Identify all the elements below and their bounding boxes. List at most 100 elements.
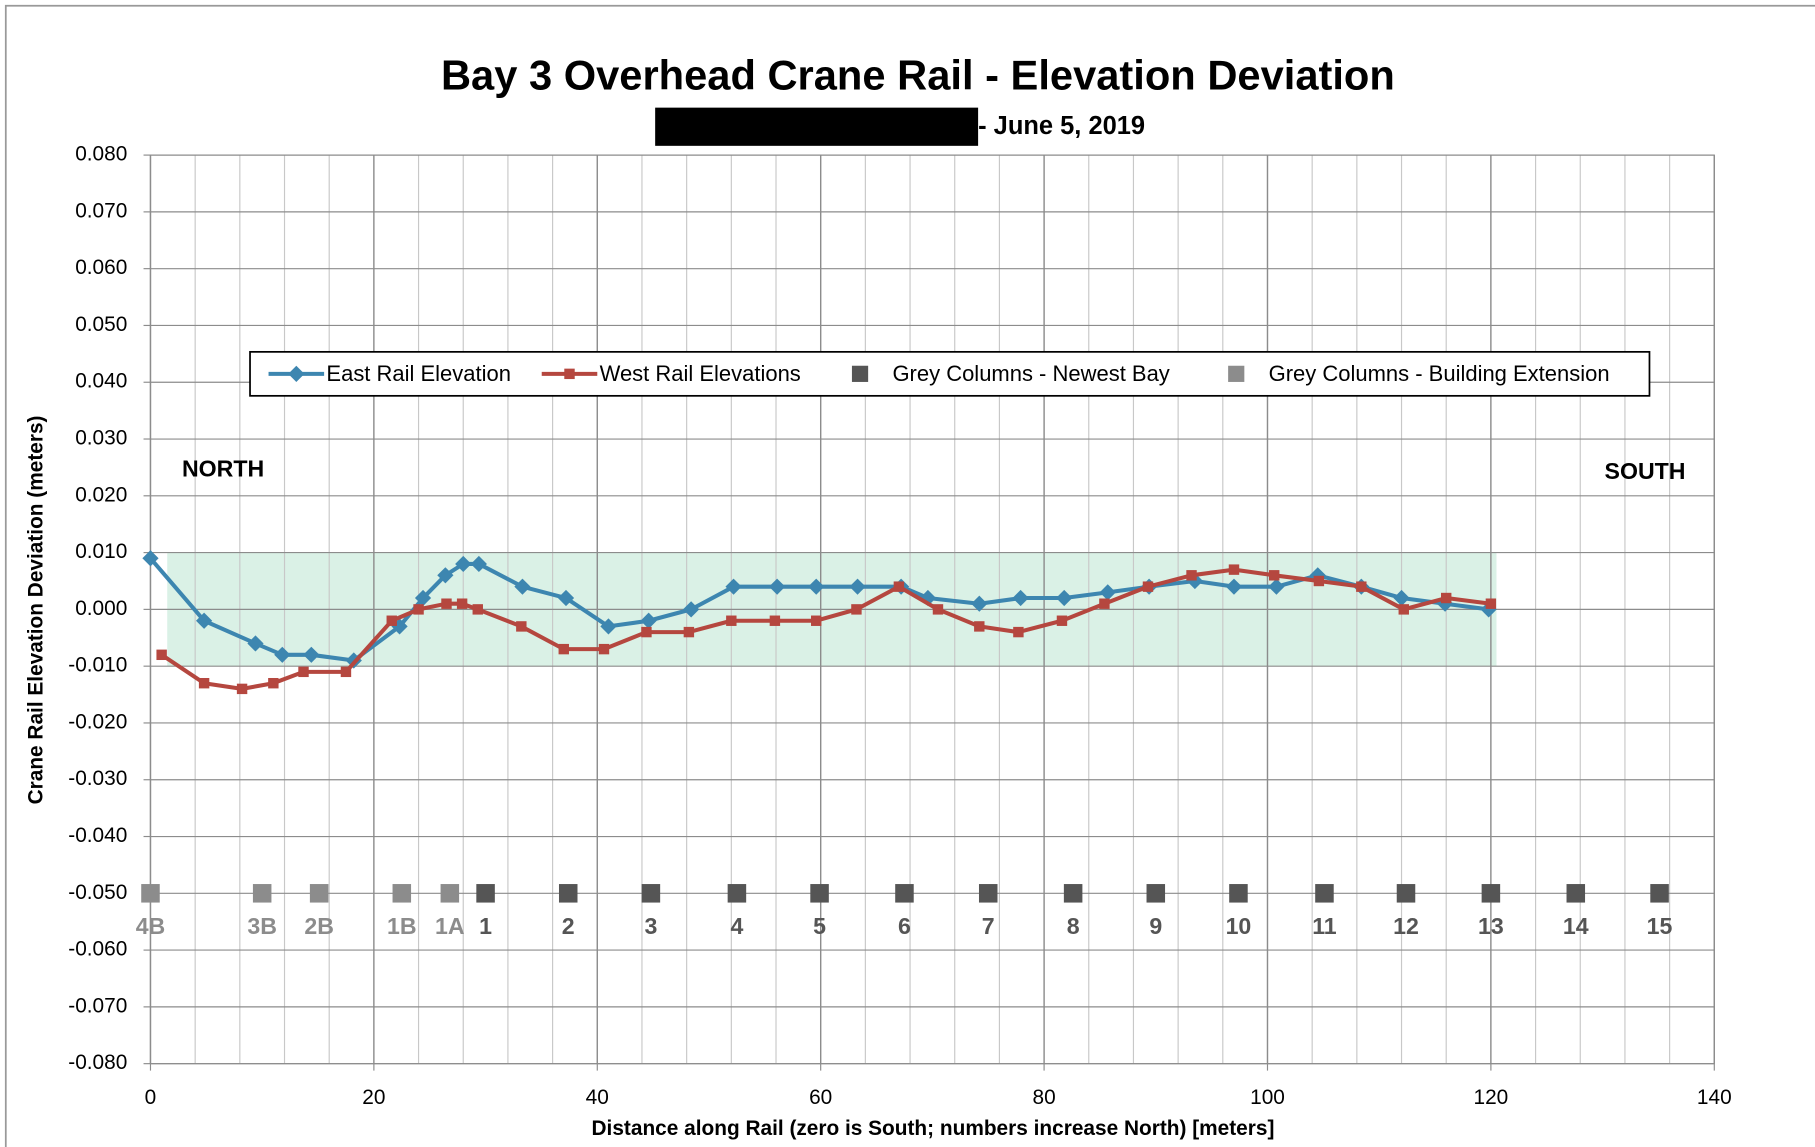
x-tick-label: 80 bbox=[1033, 1086, 1056, 1109]
column-label: 2 bbox=[562, 913, 575, 939]
plot-frame bbox=[149, 154, 1715, 1065]
point bbox=[455, 555, 472, 573]
point bbox=[1013, 626, 1024, 638]
legend-marker bbox=[1228, 365, 1245, 382]
column-marker bbox=[1146, 884, 1166, 903]
legend-marker bbox=[851, 365, 869, 382]
column-label: 4B bbox=[136, 913, 166, 939]
point bbox=[769, 615, 781, 626]
column-label: 10 bbox=[1226, 913, 1252, 939]
point bbox=[971, 595, 988, 612]
column-marker bbox=[895, 884, 914, 903]
point bbox=[683, 626, 695, 638]
column-marker bbox=[810, 884, 829, 903]
point bbox=[303, 646, 320, 663]
column-marker bbox=[1650, 884, 1669, 903]
y-tick-label: 0.010 bbox=[75, 540, 127, 563]
point bbox=[142, 550, 159, 567]
point bbox=[456, 598, 468, 609]
column-label: 3 bbox=[644, 913, 657, 939]
column-marker bbox=[141, 884, 160, 903]
y-tick-label: 0.050 bbox=[75, 313, 127, 336]
legend-label: Grey Columns - Newest Bay bbox=[892, 361, 1169, 386]
point bbox=[974, 621, 985, 632]
legend-box bbox=[249, 350, 1651, 397]
column-label: 11 bbox=[1312, 913, 1337, 939]
y-tick-label: -0.070 bbox=[68, 994, 127, 1017]
point bbox=[268, 677, 279, 689]
column-marker bbox=[1481, 884, 1501, 903]
y-tick-label: 0.040 bbox=[75, 370, 127, 393]
x-axis-label: Distance along Rail (zero is South; numb… bbox=[592, 1117, 1275, 1140]
y-tick-label: -0.080 bbox=[68, 1051, 127, 1074]
y-tick-label: -0.040 bbox=[68, 824, 127, 847]
point bbox=[1356, 581, 1367, 592]
point bbox=[413, 604, 424, 615]
point bbox=[472, 604, 483, 615]
y-tick-label: 0.030 bbox=[75, 427, 127, 450]
point bbox=[340, 666, 352, 678]
point bbox=[516, 621, 527, 632]
y-axis-label: Crane Rail Elevation Deviation (meters) bbox=[25, 416, 48, 805]
y-tick-label: -0.030 bbox=[68, 767, 127, 790]
point bbox=[558, 643, 569, 655]
x-tick-label: 120 bbox=[1474, 1086, 1509, 1109]
column-label: 1 bbox=[479, 913, 492, 939]
y-tick-label: 0.000 bbox=[75, 597, 127, 620]
legend-marker bbox=[564, 368, 575, 380]
column-label: 3B bbox=[247, 913, 277, 939]
y-tick-label: 0.060 bbox=[75, 256, 127, 279]
x-tick-label: 140 bbox=[1697, 1086, 1732, 1109]
column-label: 6 bbox=[898, 913, 911, 939]
column-label: 1B bbox=[387, 913, 417, 939]
x-tick-label: 40 bbox=[586, 1086, 609, 1109]
x-tick-label: 0 bbox=[145, 1086, 157, 1109]
column-label: 13 bbox=[1478, 913, 1504, 939]
column-marker bbox=[1229, 884, 1248, 903]
column-marker bbox=[1063, 884, 1083, 903]
column-marker bbox=[392, 884, 412, 903]
column-label: 1A bbox=[435, 913, 465, 939]
column-marker bbox=[252, 884, 272, 903]
y-tick-label: 0.020 bbox=[75, 483, 127, 506]
column-label: 12 bbox=[1393, 913, 1419, 939]
point bbox=[1268, 578, 1285, 595]
point bbox=[725, 578, 742, 595]
y-tick-label: -0.060 bbox=[68, 938, 127, 961]
column-marker bbox=[1396, 884, 1416, 903]
point bbox=[1228, 564, 1240, 575]
legend-label: East Rail Elevation bbox=[326, 361, 511, 386]
point bbox=[683, 601, 700, 618]
point bbox=[557, 589, 575, 607]
chart-subtitle: - June 5, 2019 bbox=[978, 112, 1145, 140]
point bbox=[514, 578, 531, 595]
chart-border bbox=[4, 4, 1815, 1147]
point bbox=[247, 635, 264, 652]
x-tick-label: 100 bbox=[1250, 1086, 1285, 1109]
column-marker bbox=[1566, 884, 1586, 903]
column-marker bbox=[978, 884, 998, 903]
point bbox=[640, 612, 657, 629]
column-marker bbox=[1315, 884, 1334, 903]
point bbox=[808, 578, 825, 595]
y-tick-label: 0.070 bbox=[75, 199, 127, 222]
column-marker bbox=[727, 884, 747, 903]
legend: East Rail Elevation West Rail Elevations G… bbox=[249, 350, 1651, 397]
column-label: 7 bbox=[982, 913, 995, 939]
column-marker bbox=[641, 884, 661, 903]
column-label: 5 bbox=[813, 913, 826, 939]
point bbox=[1099, 598, 1110, 609]
point bbox=[769, 578, 786, 595]
point bbox=[441, 598, 452, 609]
point bbox=[195, 612, 213, 629]
column-label: 15 bbox=[1647, 913, 1673, 939]
point bbox=[726, 615, 737, 626]
point bbox=[851, 604, 862, 615]
redaction bbox=[655, 107, 979, 146]
point bbox=[236, 683, 248, 695]
point bbox=[1142, 581, 1154, 592]
x-tick-label: 20 bbox=[362, 1086, 385, 1109]
point bbox=[1056, 615, 1068, 626]
legend-label: West Rail Elevations bbox=[600, 361, 801, 386]
